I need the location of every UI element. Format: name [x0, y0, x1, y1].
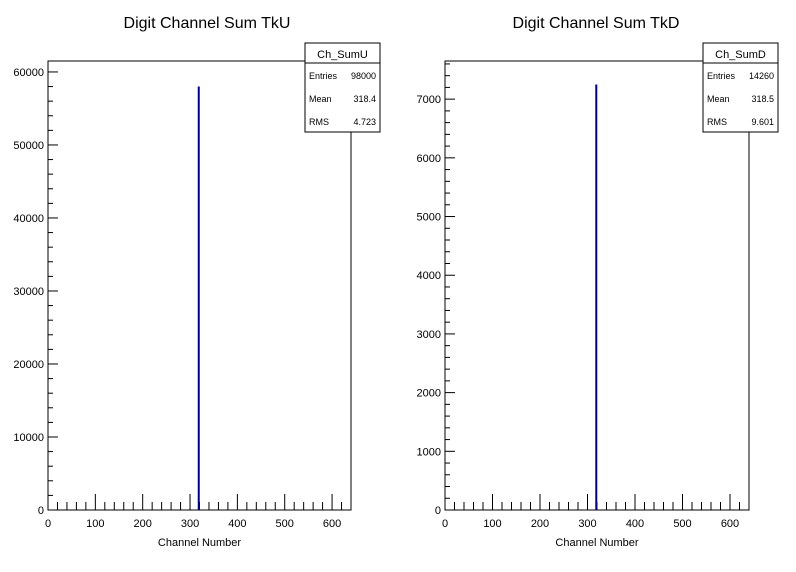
stats-value: 318.5 [751, 94, 774, 104]
y-tick-label: 5000 [417, 212, 441, 224]
x-tick-label: 600 [323, 518, 341, 530]
x-tick-label: 200 [134, 518, 152, 530]
x-tick-label: 100 [86, 518, 104, 530]
stats-value: 98000 [351, 71, 376, 81]
y-tick-label: 60000 [13, 67, 44, 79]
y-tick-label: 4000 [417, 270, 441, 282]
stats-value: 318.4 [353, 94, 376, 104]
y-tick-label: 50000 [13, 140, 44, 152]
x-tick-label: 400 [228, 518, 246, 530]
x-tick-label: 0 [45, 518, 51, 530]
stats-label: RMS [707, 117, 727, 127]
y-tick-label: 0 [38, 505, 44, 517]
x-tick-label: 100 [483, 518, 501, 530]
y-tick-label: 1000 [417, 446, 441, 458]
stats-box [702, 42, 779, 133]
stats-box [304, 42, 381, 133]
x-tick-label: 300 [578, 518, 596, 530]
x-tick-label: 600 [721, 518, 739, 530]
chart-title: Digit Channel Sum TkD [513, 15, 680, 32]
stats-label: RMS [309, 117, 329, 127]
stats-label: Entries [309, 71, 338, 81]
y-tick-label: 7000 [417, 94, 441, 106]
x-axis-label: Channel Number [555, 537, 638, 549]
x-tick-label: 500 [276, 518, 294, 530]
y-tick-label: 30000 [13, 286, 44, 298]
x-tick-label: 300 [181, 518, 199, 530]
y-tick-label: 40000 [13, 213, 44, 225]
stats-name: Ch_SumU [317, 49, 368, 61]
stats-label: Mean [707, 94, 730, 104]
stats-value: 9.601 [751, 117, 774, 127]
y-tick-label: 6000 [417, 153, 441, 165]
x-axis-label: Channel Number [158, 537, 241, 549]
y-tick-label: 2000 [417, 388, 441, 400]
stats-value: 4.723 [353, 117, 376, 127]
y-tick-label: 3000 [417, 329, 441, 341]
chart-panel-1: Digit Channel Sum TkU 0 100 200 300 400 500 600… [13, 15, 381, 549]
y-tick-label: 10000 [13, 432, 44, 444]
stats-label: Entries [707, 71, 736, 81]
chart-panel-2: Digit Channel Sum TkD 0 100 200 300 400 500 600… [417, 15, 779, 549]
stats-name: Ch_SumD [715, 49, 766, 61]
x-tick-label: 200 [531, 518, 549, 530]
x-tick-label: 0 [442, 518, 448, 530]
chart-title: Digit Channel Sum TkU [124, 15, 291, 32]
x-tick-label: 400 [626, 518, 644, 530]
y-tick-label: 0 [435, 505, 441, 517]
y-tick-label: 20000 [13, 359, 44, 371]
stats-label: Mean [309, 94, 332, 104]
x-tick-label: 500 [673, 518, 691, 530]
stats-value: 14260 [749, 71, 774, 81]
